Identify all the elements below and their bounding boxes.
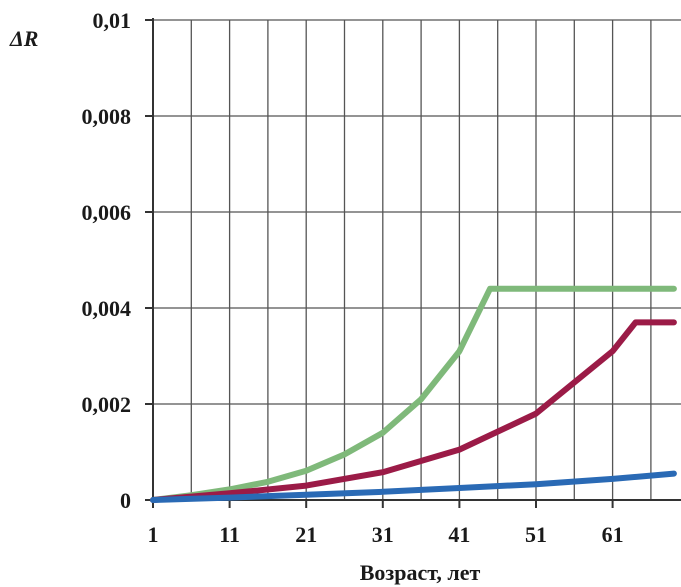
series-line-3 [150, 470, 677, 503]
y-tick-label: 0,008 [82, 104, 132, 129]
axes [145, 18, 681, 508]
y-tick-label: 0,004 [82, 296, 132, 321]
y-tick-label: 0,01 [93, 8, 132, 33]
y-axis-title: ΔR [9, 26, 38, 51]
y-tick-label: 0,002 [82, 392, 132, 417]
y-tick-label: 0,006 [82, 200, 132, 225]
x-tick-label: 1 [148, 522, 159, 547]
x-tick-label: 41 [448, 522, 470, 547]
x-tick-label: 11 [219, 522, 240, 547]
x-tick-label: 61 [602, 522, 624, 547]
x-tick-label: 21 [295, 522, 317, 547]
x-tick-label: 51 [525, 522, 547, 547]
y-tick-label: 0 [120, 488, 131, 513]
x-axis-title: Возраст, лет [360, 560, 481, 585]
series-line-1 [150, 285, 677, 503]
series-line-2 [150, 319, 677, 503]
series-lines [150, 285, 677, 503]
x-tick-label: 31 [372, 522, 394, 547]
grid [153, 19, 681, 500]
